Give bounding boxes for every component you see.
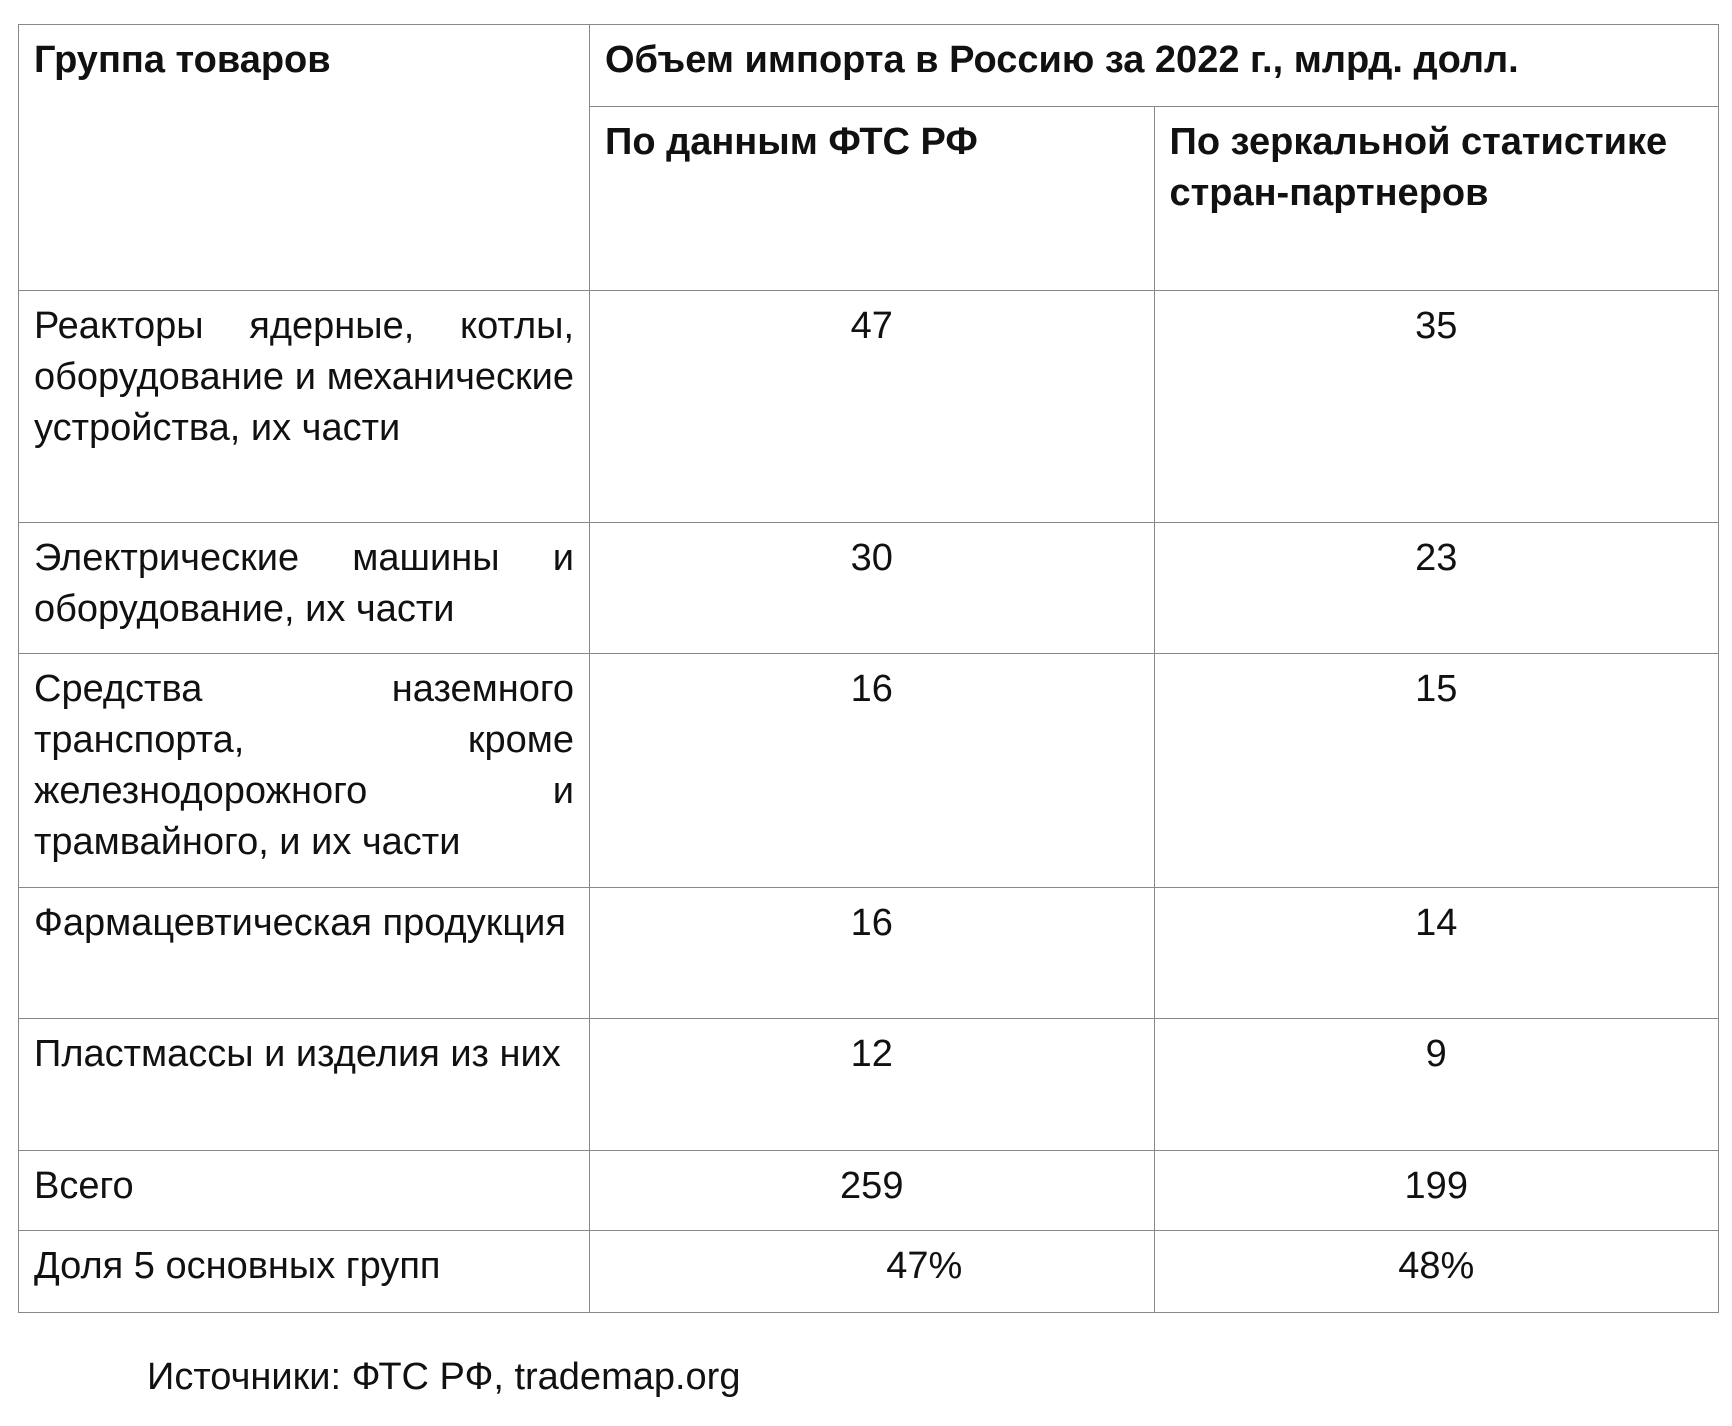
- cell-group: Средства наземного транспорта, кроме жел…: [18, 653, 590, 888]
- cell-group: Пластмассы и изделия из них: [18, 1018, 590, 1151]
- cell-fts: 30: [589, 522, 1155, 654]
- cell-group: Реакторы ядерные, котлы, оборудование и …: [18, 290, 590, 523]
- table-row: Реакторы ядерные, котлы, оборудование и …: [18, 290, 1719, 523]
- cell-group: Доля 5 основных групп: [18, 1230, 590, 1313]
- cell-mirror: 35: [1153, 290, 1719, 523]
- header-fts: По данным ФТС РФ: [589, 106, 1155, 291]
- header-mirror: По зеркальной статистике стран-партнеров: [1153, 106, 1719, 291]
- cell-mirror: 199: [1153, 1150, 1719, 1231]
- table-row-share: Доля 5 основных групп 47% 48%: [18, 1230, 1719, 1313]
- table-row: Фармацевтическая продукция 16 14: [18, 887, 1719, 1019]
- cell-group: Фармацевтическая продукция: [18, 887, 590, 1019]
- source-note: Источники: ФТС РФ, trademap.org: [147, 1356, 741, 1398]
- table-row: Средства наземного транспорта, кроме жел…: [18, 653, 1719, 888]
- cell-group: Электрические машины и оборудование, их …: [18, 522, 590, 654]
- cell-fts: 16: [589, 887, 1155, 1019]
- header-group: Группа товаров: [18, 24, 590, 291]
- table-row: Электрические машины и оборудование, их …: [18, 522, 1719, 654]
- cell-fts: 47: [589, 290, 1155, 523]
- cell-group: Всего: [18, 1150, 590, 1231]
- cell-mirror: 15: [1153, 653, 1719, 888]
- cell-fts: 12: [589, 1018, 1155, 1151]
- cell-fts: 47%: [589, 1230, 1155, 1313]
- table-row-total: Всего 259 199: [18, 1150, 1719, 1231]
- cell-mirror: 9: [1153, 1018, 1719, 1151]
- cell-mirror: 48%: [1153, 1230, 1719, 1313]
- import-table: Группа товаров Объем импорта в Россию за…: [18, 24, 1719, 1313]
- cell-mirror: 14: [1153, 887, 1719, 1019]
- cell-fts: 259: [589, 1150, 1155, 1231]
- table-row: Пластмассы и изделия из них 12 9: [18, 1018, 1719, 1151]
- cell-mirror: 23: [1153, 522, 1719, 654]
- header-volume: Объем импорта в Россию за 2022 г., млрд.…: [589, 24, 1719, 107]
- cell-fts: 16: [589, 653, 1155, 888]
